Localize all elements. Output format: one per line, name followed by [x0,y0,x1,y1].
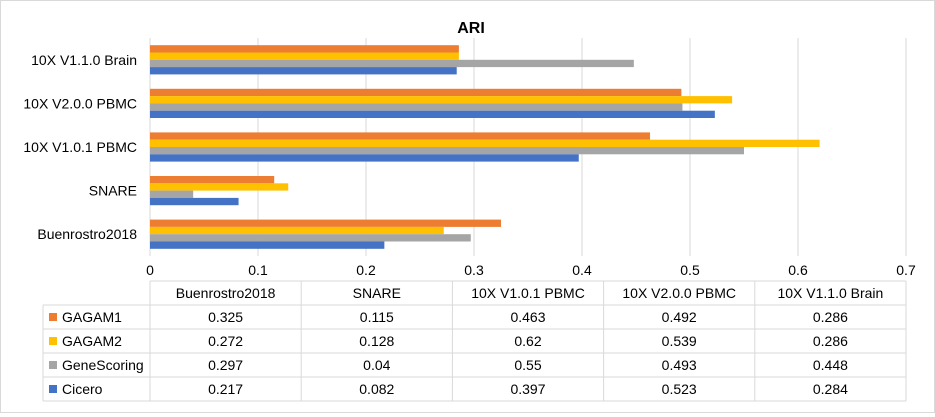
table-value-cell: 0.04 [363,357,390,373]
bar-cicero-snare [150,197,239,206]
table-value-cell: 0.492 [662,309,697,325]
table-value-cell: 0.115 [360,309,394,325]
x-tick-labels: 0 0.1 0.2 0.3 0.4 0.5 0.6 0.7 [146,262,916,278]
bar-gagam2-10x-v2-0-0-pbmc [150,96,733,104]
table-value-cell: 0.325 [208,309,243,325]
x-tick-label: 0.2 [356,262,376,278]
x-tick-label: 0.4 [572,262,592,278]
data-table: Buenrostro2018 SNARE 10X V1.0.1 PBMC 10X V2… [42,280,907,402]
bar-genescoring-10x-v2-0-0-pbmc [150,103,683,111]
bar-gagam1-snare [150,176,275,184]
table-value-cell: 0.082 [359,381,394,397]
table-value-cell: 0.493 [662,357,697,373]
legend-label: Cicero [62,381,103,397]
category-label: 10X V1.1.0 Brain [31,52,137,68]
bar-gagam2-10x-v1-0-1-pbmc [150,139,820,147]
bar-gagam1-buenrostro2018 [150,219,501,227]
category-label: 10X V2.0.0 PBMC [23,95,137,111]
table-header-cell: 10X V2.0.0 PBMC [622,285,736,301]
x-tick-label: 0.6 [788,262,808,278]
table-header-cell: 10X V1.0.1 PBMC [471,285,585,301]
x-tick-label: 0.7 [896,262,916,278]
table-value-cell: 0.539 [662,333,697,349]
x-tick-label: 0 [146,262,154,278]
bar-gagam1-10x-v1-0-1-pbmc [150,132,651,140]
table-value-cell: 0.463 [510,309,545,325]
legend-swatch-genescoring [49,361,57,369]
table-header-cell: 10X V1.1.0 Brain [777,285,883,301]
table-header-cell: Buenrostro2018 [176,285,276,301]
bar-cicero-buenrostro2018 [150,241,385,249]
table-value-cell: 0.62 [514,333,541,349]
table-value-cell: 0.297 [208,357,243,373]
x-tick-label: 0.5 [680,262,700,278]
category-label: 10X V1.0.1 PBMC [23,139,137,155]
table-value-cell: 0.55 [514,357,541,373]
legend-swatch-gagam2 [49,337,57,345]
legend-label: GAGAM2 [62,333,122,349]
bar-genescoring-snare [150,190,194,198]
chart-title: ARI [457,20,485,37]
bar-cicero-10x-v2-0-0-pbmc [150,110,715,118]
category-labels: Buenrostro2018 SNARE 10X V1.0.1 PBMC 10X V2… [23,52,137,242]
category-label: SNARE [89,183,137,199]
table-value-cell: 0.217 [208,381,243,397]
legend-swatch-cicero [49,385,57,393]
table-value-cell: 0.284 [813,381,848,397]
bar-genescoring-10x-v1-0-1-pbmc [150,147,744,155]
bar-cicero-10x-v1-0-1-pbmc [150,154,579,162]
bar-cicero-10x-v1-1-0-brain [150,67,457,75]
legend-label: GAGAM1 [62,309,122,325]
legend-label: GeneScoring [62,357,144,373]
table-value-cell: 0.523 [662,381,697,397]
bar-gagam1-10x-v1-1-0-brain [150,45,459,53]
legend-swatch-gagam1 [49,313,57,321]
bar-gagam1-10x-v2-0-0-pbmc [150,88,682,97]
table-value-cell: 0.286 [813,333,848,349]
bar-gagam2-snare [150,183,289,191]
x-tick-label: 0.1 [248,262,268,278]
bar-gagam2-10x-v1-1-0-brain [150,52,459,60]
bar-gagam2-buenrostro2018 [150,226,444,235]
table-value-cell: 0.286 [813,309,848,325]
bars [150,45,820,249]
table-value-cell: 0.397 [510,381,545,397]
category-label: Buenrostro2018 [37,226,137,242]
bar-genescoring-10x-v1-1-0-brain [150,59,634,68]
table-value-cell: 0.272 [208,333,243,349]
table-value-cell: 0.128 [359,333,394,349]
table-value-cell: 0.448 [813,357,848,373]
x-tick-label: 0.3 [464,262,484,278]
table-header-cell: SNARE [353,285,401,301]
bar-genescoring-buenrostro2018 [150,234,471,242]
